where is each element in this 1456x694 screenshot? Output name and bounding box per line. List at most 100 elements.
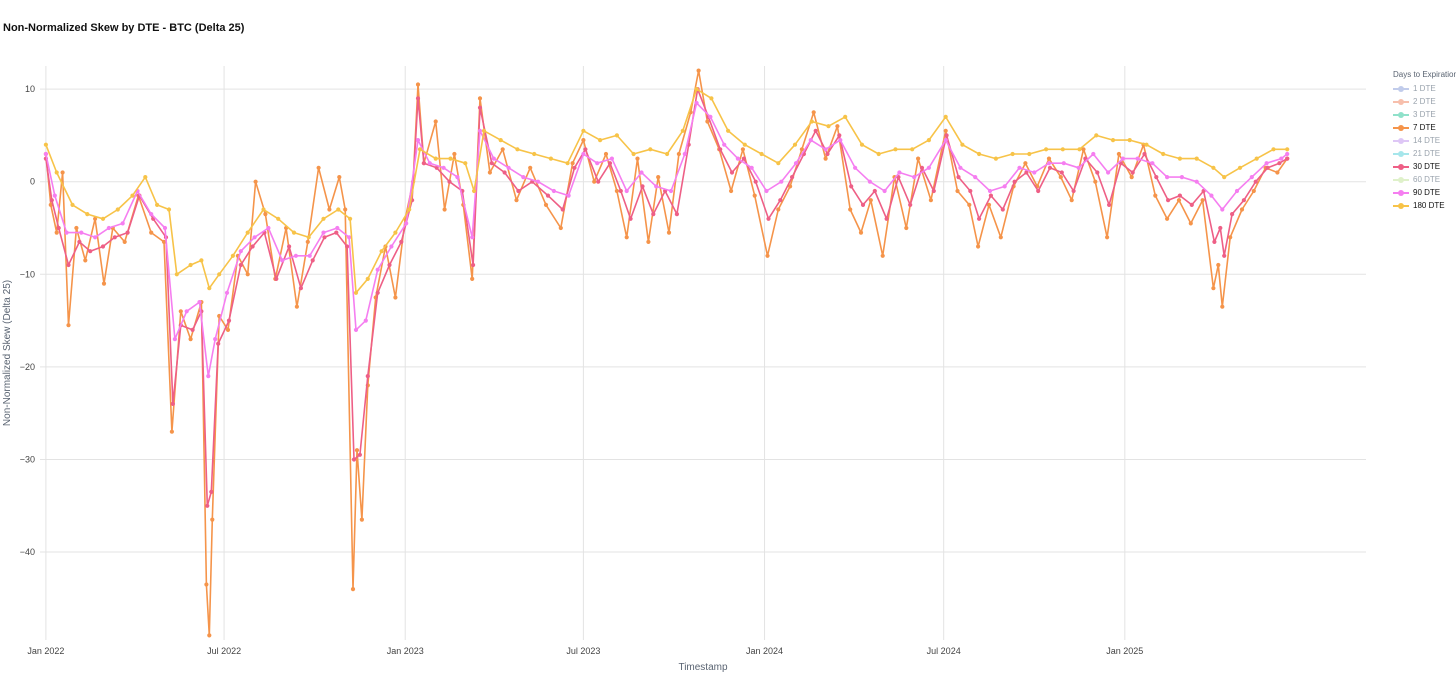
- data-point: [837, 133, 842, 138]
- data-point: [1071, 188, 1076, 194]
- data-point: [986, 202, 992, 207]
- y-axis-title: Non-Normalized Skew (Delta 25): [2, 280, 13, 426]
- data-point: [1002, 184, 1007, 189]
- data-point: [1060, 147, 1065, 152]
- legend-item-30-dte[interactable]: 30 DTE: [1393, 160, 1456, 173]
- x-tick-label: Jul 2024: [927, 646, 961, 656]
- series-line: [45, 88, 1288, 507]
- data-point: [1116, 151, 1121, 157]
- data-point: [665, 151, 670, 157]
- data-point: [680, 128, 685, 133]
- data-point: [389, 244, 394, 249]
- legend-item-180-dte[interactable]: 180 DTE: [1393, 199, 1456, 212]
- data-point: [1130, 170, 1135, 175]
- data-point: [489, 161, 494, 166]
- data-point: [624, 188, 629, 194]
- data-point: [943, 128, 948, 133]
- data-point: [1093, 179, 1098, 184]
- data-point: [977, 151, 982, 157]
- data-point: [162, 225, 168, 231]
- data-point: [83, 258, 88, 263]
- data-point: [1285, 156, 1290, 161]
- data-point: [976, 244, 981, 249]
- data-point: [274, 276, 279, 281]
- data-point: [776, 161, 781, 166]
- data-point: [447, 179, 452, 184]
- data-point: [778, 198, 783, 203]
- data-point: [433, 156, 438, 161]
- legend-item-60-dte[interactable]: 60 DTE: [1393, 173, 1456, 186]
- legend-item-14-dte[interactable]: 14 DTE: [1393, 134, 1456, 147]
- data-point: [307, 253, 312, 258]
- data-point: [448, 156, 453, 161]
- data-point: [407, 207, 412, 212]
- data-point: [742, 142, 747, 147]
- data-point: [532, 151, 537, 157]
- data-point: [910, 147, 915, 152]
- data-point: [375, 290, 380, 295]
- data-point: [581, 128, 586, 133]
- data-point: [603, 151, 609, 157]
- x-tick-label: Jan 2023: [387, 646, 424, 656]
- data-point: [614, 133, 620, 138]
- series-30-dte: [43, 87, 1290, 508]
- legend-item-1-dte[interactable]: 1 DTE: [1393, 82, 1456, 95]
- data-point: [293, 253, 298, 258]
- data-point: [197, 300, 202, 305]
- data-point: [263, 212, 268, 217]
- data-point: [639, 170, 644, 175]
- data-point: [916, 156, 921, 161]
- data-point: [1165, 216, 1170, 221]
- y-tick-label: −10: [20, 269, 35, 279]
- data-point: [682, 151, 687, 157]
- data-point: [415, 138, 421, 143]
- data-point: [184, 309, 189, 314]
- data-point: [1285, 147, 1290, 152]
- data-point: [705, 119, 710, 124]
- x-tick-label: Jul 2023: [566, 646, 600, 656]
- data-point: [893, 147, 898, 152]
- data-point: [178, 309, 183, 314]
- legend-item-90-dte[interactable]: 90 DTE: [1393, 186, 1456, 199]
- data-point: [1120, 156, 1125, 161]
- data-point: [956, 175, 961, 180]
- legend-item-21-dte[interactable]: 21 DTE: [1393, 147, 1456, 160]
- legend-item-7-dte[interactable]: 7 DTE: [1393, 121, 1456, 134]
- data-point: [998, 235, 1003, 240]
- data-point: [375, 267, 380, 272]
- data-point: [1154, 175, 1159, 180]
- data-point: [566, 193, 571, 198]
- data-point: [336, 207, 341, 212]
- series-90-dte: [43, 100, 1290, 379]
- data-point: [1010, 151, 1015, 157]
- data-point: [174, 272, 179, 277]
- data-point: [749, 165, 754, 170]
- legend-swatch-icon: [1393, 176, 1409, 184]
- data-point: [868, 198, 873, 203]
- data-point: [379, 249, 384, 254]
- data-point: [722, 142, 727, 147]
- data-point: [1135, 156, 1140, 161]
- data-point: [1277, 161, 1282, 166]
- data-point: [607, 161, 613, 166]
- data-point: [1177, 156, 1182, 161]
- legend-item-3-dte[interactable]: 3 DTE: [1393, 108, 1456, 121]
- data-point: [1077, 147, 1082, 152]
- data-point: [867, 179, 873, 184]
- data-point: [441, 165, 446, 170]
- data-point: [337, 175, 342, 180]
- data-point: [694, 87, 699, 92]
- data-point: [1107, 202, 1112, 207]
- data-point: [614, 188, 620, 194]
- data-point: [43, 142, 49, 147]
- legend-item-2-dte[interactable]: 2 DTE: [1393, 95, 1456, 108]
- data-point: [1222, 253, 1227, 258]
- data-point: [115, 207, 120, 212]
- data-point: [100, 216, 106, 221]
- data-point: [452, 151, 457, 157]
- data-point: [216, 341, 221, 346]
- data-point: [404, 221, 409, 226]
- y-tick-label: −40: [20, 547, 35, 557]
- data-point: [66, 262, 71, 268]
